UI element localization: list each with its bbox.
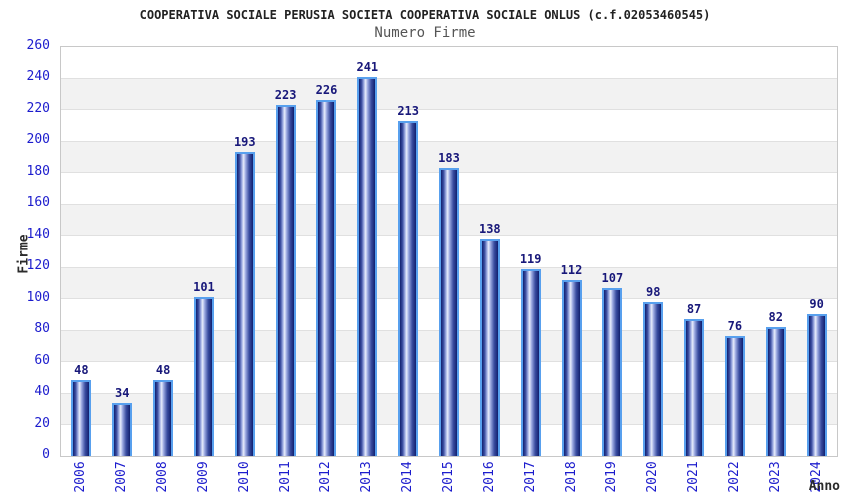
y-tick-180: 180 (26, 163, 50, 179)
bar-value-2020: 98 (645, 285, 661, 299)
y-tick-80: 80 (34, 321, 50, 337)
x-tick-2011: 2011 (277, 461, 293, 493)
bar-2024 (806, 314, 827, 456)
bar-2013 (357, 77, 378, 456)
bar-value-2012: 226 (315, 83, 338, 97)
bar-2018 (561, 280, 582, 456)
gridline (61, 109, 837, 111)
gridline (61, 140, 837, 142)
bar-2023 (765, 327, 786, 456)
bar-2022 (724, 336, 745, 456)
plot-area: 48 34 48 101 193 223 226 241 213 183 138 119 112 107 9… (60, 46, 838, 457)
x-tick-2009: 2009 (195, 461, 211, 493)
bar-2021 (684, 319, 705, 456)
bar-2020 (643, 302, 664, 456)
x-tick-2015: 2015 (441, 461, 456, 493)
bar-value-2010: 193 (233, 135, 256, 149)
bar-value-2008: 48 (155, 363, 171, 377)
bar-value-2007: 34 (115, 386, 130, 400)
x-tick-2023: 2023 (767, 461, 783, 493)
y-tick-100: 100 (26, 289, 50, 305)
x-tick-2016: 2016 (481, 461, 497, 493)
x-axis-title: Anno (808, 479, 840, 494)
x-tick-2022: 2022 (726, 461, 742, 493)
y-tick-60: 60 (34, 352, 50, 368)
x-tick-2021: 2021 (686, 461, 702, 493)
y-tick-240: 240 (26, 69, 50, 85)
x-tick-2020: 2020 (645, 461, 661, 493)
chart-subtitle: Numero Firme (374, 25, 476, 41)
gridline (61, 77, 837, 79)
x-tick-2012: 2012 (318, 461, 334, 493)
bar-2008 (153, 380, 174, 456)
bar-value-2021: 87 (686, 302, 702, 316)
chart-title: COOPERATIVA SOCIALE PERUSIA SOCIETA COOP… (139, 8, 711, 22)
y-tick-40: 40 (34, 384, 50, 400)
bar-2009 (193, 297, 214, 456)
y-tick-220: 220 (26, 100, 50, 116)
plot-band (61, 78, 837, 111)
bar-2014 (398, 121, 419, 456)
bar-value-2015: 183 (438, 151, 460, 165)
y-tick-120: 120 (26, 258, 50, 274)
bar-value-2009: 101 (193, 280, 215, 294)
x-tick-2013: 2013 (359, 461, 375, 493)
y-axis-title: Firme (16, 234, 32, 274)
bar-value-2024: 90 (809, 297, 824, 311)
bar-2007 (112, 403, 133, 456)
bar-value-2023: 82 (768, 310, 783, 324)
bar-value-2018: 112 (560, 263, 583, 277)
plot-band (61, 109, 837, 142)
x-tick-2010: 2010 (236, 461, 252, 493)
x-tick-2014: 2014 (400, 461, 416, 493)
x-tick-2018: 2018 (563, 461, 579, 493)
bar-value-2016: 138 (478, 222, 501, 236)
bar-2016 (479, 239, 500, 456)
y-tick-160: 160 (26, 195, 50, 211)
x-tick-2006: 2006 (73, 461, 89, 493)
bar-value-2011: 223 (274, 88, 297, 102)
x-tick-2019: 2019 (604, 461, 620, 493)
bar-value-2022: 76 (727, 319, 743, 333)
bar-value-2017: 119 (519, 252, 542, 266)
bar-2011 (275, 105, 296, 456)
bar-2012 (316, 100, 337, 456)
bar-2017 (520, 269, 541, 456)
y-tick-200: 200 (26, 132, 50, 148)
y-tick-260: 260 (26, 38, 50, 53)
bar-value-2013: 241 (356, 60, 379, 74)
x-tick-2017: 2017 (522, 461, 538, 493)
x-tick-2008: 2008 (155, 461, 171, 493)
bar-2006 (71, 380, 92, 456)
bar-value-2019: 107 (601, 271, 624, 285)
bar-2010 (234, 152, 255, 456)
y-tick-20: 20 (34, 415, 50, 431)
bar-value-2014: 213 (397, 104, 419, 118)
bar-2019 (602, 288, 623, 456)
bar-2015 (439, 168, 459, 456)
bar-value-2006: 48 (74, 363, 89, 377)
y-tick-0: 0 (42, 447, 50, 462)
y-tick-140: 140 (26, 226, 50, 242)
plot-band (61, 47, 837, 79)
x-tick-2007: 2007 (114, 461, 130, 493)
